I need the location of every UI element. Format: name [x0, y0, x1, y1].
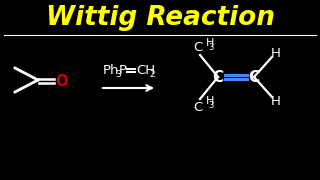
- Text: Wittig Reaction: Wittig Reaction: [45, 5, 275, 31]
- Text: C: C: [193, 40, 203, 53]
- Text: H: H: [271, 94, 281, 107]
- Text: 3: 3: [208, 101, 213, 110]
- Text: 2: 2: [149, 69, 155, 78]
- Text: Ph: Ph: [103, 64, 119, 76]
- Text: CH: CH: [136, 64, 155, 76]
- Text: 3: 3: [208, 43, 213, 52]
- Text: P: P: [119, 64, 127, 76]
- Text: H: H: [271, 46, 281, 60]
- Text: C: C: [248, 69, 260, 84]
- Text: C: C: [193, 100, 203, 114]
- Text: H: H: [206, 96, 214, 106]
- Text: C: C: [212, 69, 224, 84]
- Text: H: H: [206, 38, 214, 48]
- Text: O: O: [55, 73, 67, 89]
- Text: 3: 3: [115, 69, 121, 78]
